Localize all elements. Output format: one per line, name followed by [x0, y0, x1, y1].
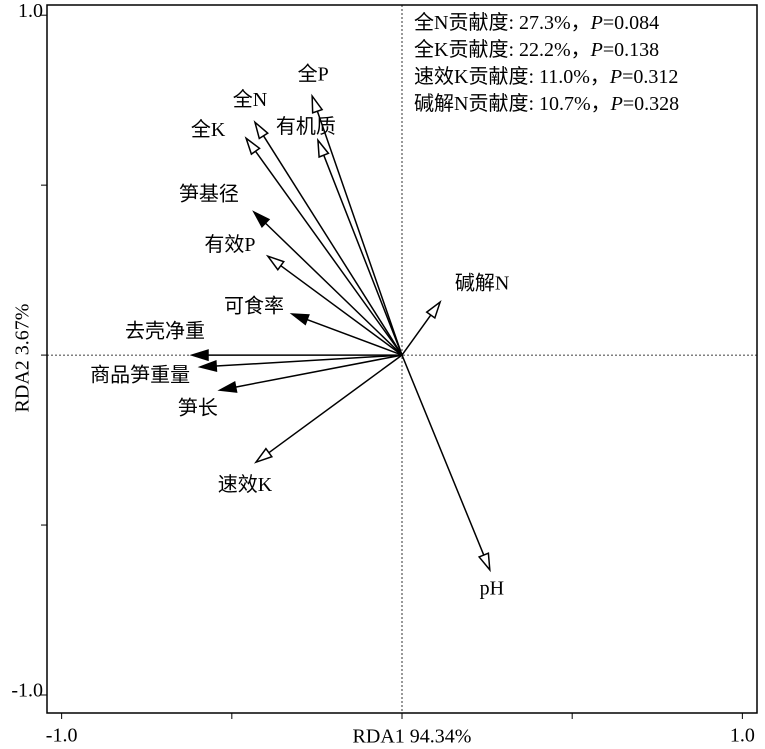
arrow-shaft: [401, 354, 485, 556]
arrow: [289, 313, 403, 356]
annotation-part: 碱解N贡献度: 10.7%，: [414, 92, 611, 115]
arrow-head: [253, 447, 274, 464]
arrow-head: [244, 136, 261, 156]
annotation-part: =0.312: [622, 66, 678, 88]
arrow-label: 笋基径: [179, 183, 239, 206]
annotation: 速效K贡献度: 11.0%，P=0.312: [414, 65, 678, 88]
arrow: [253, 120, 403, 356]
arrow-shaft: [264, 222, 403, 356]
arrow-label: 去壳净重: [125, 320, 205, 343]
y-axis-label: RDA2 3.67%: [12, 304, 34, 413]
annotation: 碱解N贡献度: 10.7%，P=0.328: [414, 92, 679, 115]
arrow-head: [189, 349, 209, 362]
arrow-head: [311, 93, 324, 114]
arrow-shaft: [216, 354, 403, 367]
annotation-part: 速效K贡献度: 11.0%，: [414, 65, 610, 88]
arrow-head: [253, 120, 269, 140]
arrow-shaft: [316, 110, 403, 356]
y-tick-label: 1.0: [18, 0, 43, 22]
arrow-shaft: [262, 135, 403, 356]
arrow: [252, 210, 403, 356]
arrow-shaft: [254, 150, 403, 356]
arrow-label: 碱解N: [455, 272, 509, 295]
arrow-label: 有机质: [276, 115, 336, 138]
arrow-head: [252, 210, 271, 228]
annotation-part: P: [590, 39, 603, 61]
arrow: [244, 136, 403, 356]
annotation-part: P: [609, 66, 622, 88]
arrow: [189, 349, 402, 362]
arrow: [217, 354, 403, 393]
arrow: [401, 354, 491, 573]
arrow-shaft: [268, 354, 403, 454]
arrow-label: 商品笋重量: [90, 364, 190, 387]
annotation-part: =0.138: [603, 39, 659, 61]
arrow-head: [197, 359, 218, 373]
y-tick-label: -1.0: [11, 680, 43, 702]
arrow-label: 可食率: [224, 295, 284, 318]
arrow-head: [217, 381, 238, 393]
annotation: 全K贡献度: 22.2%，P=0.138: [414, 38, 659, 61]
arrow: [311, 93, 403, 356]
arrow: [317, 137, 403, 356]
arrow-label: 全K: [191, 118, 226, 141]
annotation: 全N贡献度: 27.3%，P=0.084: [414, 11, 659, 34]
annotation-part: 全N贡献度: 27.3%，: [414, 11, 591, 34]
arrow-label: pH: [480, 577, 504, 599]
x-tick-label: 1.0: [730, 725, 755, 747]
arrow-head: [265, 254, 285, 271]
arrow-shaft: [235, 354, 403, 388]
arrow-shaft: [306, 318, 403, 356]
annotation-part: =0.084: [603, 12, 659, 34]
annotation-part: P: [610, 93, 623, 115]
arrow-head: [425, 300, 442, 320]
arrow-label: 速效K: [218, 473, 273, 496]
annotation-part: 全K贡献度: 22.2%，: [414, 38, 591, 61]
x-tick-label: -1.0: [46, 725, 78, 747]
arrow-label: 全N: [233, 88, 267, 111]
arrow-head: [289, 313, 310, 326]
arrow: [265, 254, 403, 356]
arrow-shaft: [323, 154, 403, 356]
annotation-part: P: [590, 12, 603, 34]
arrow: [253, 354, 403, 464]
arrow-label: 有效P: [204, 233, 255, 256]
x-axis-label: RDA1 94.34%: [353, 726, 472, 748]
arrow-label: 笋长: [178, 397, 218, 420]
arrow: [197, 354, 403, 373]
arrow-label: 全P: [298, 63, 329, 86]
arrow-head: [477, 552, 491, 573]
arrow-shaft: [401, 314, 432, 356]
annotation-part: =0.328: [623, 93, 679, 115]
arrow-shaft: [280, 265, 403, 356]
arrow-head: [317, 137, 330, 159]
arrow: [401, 300, 442, 356]
